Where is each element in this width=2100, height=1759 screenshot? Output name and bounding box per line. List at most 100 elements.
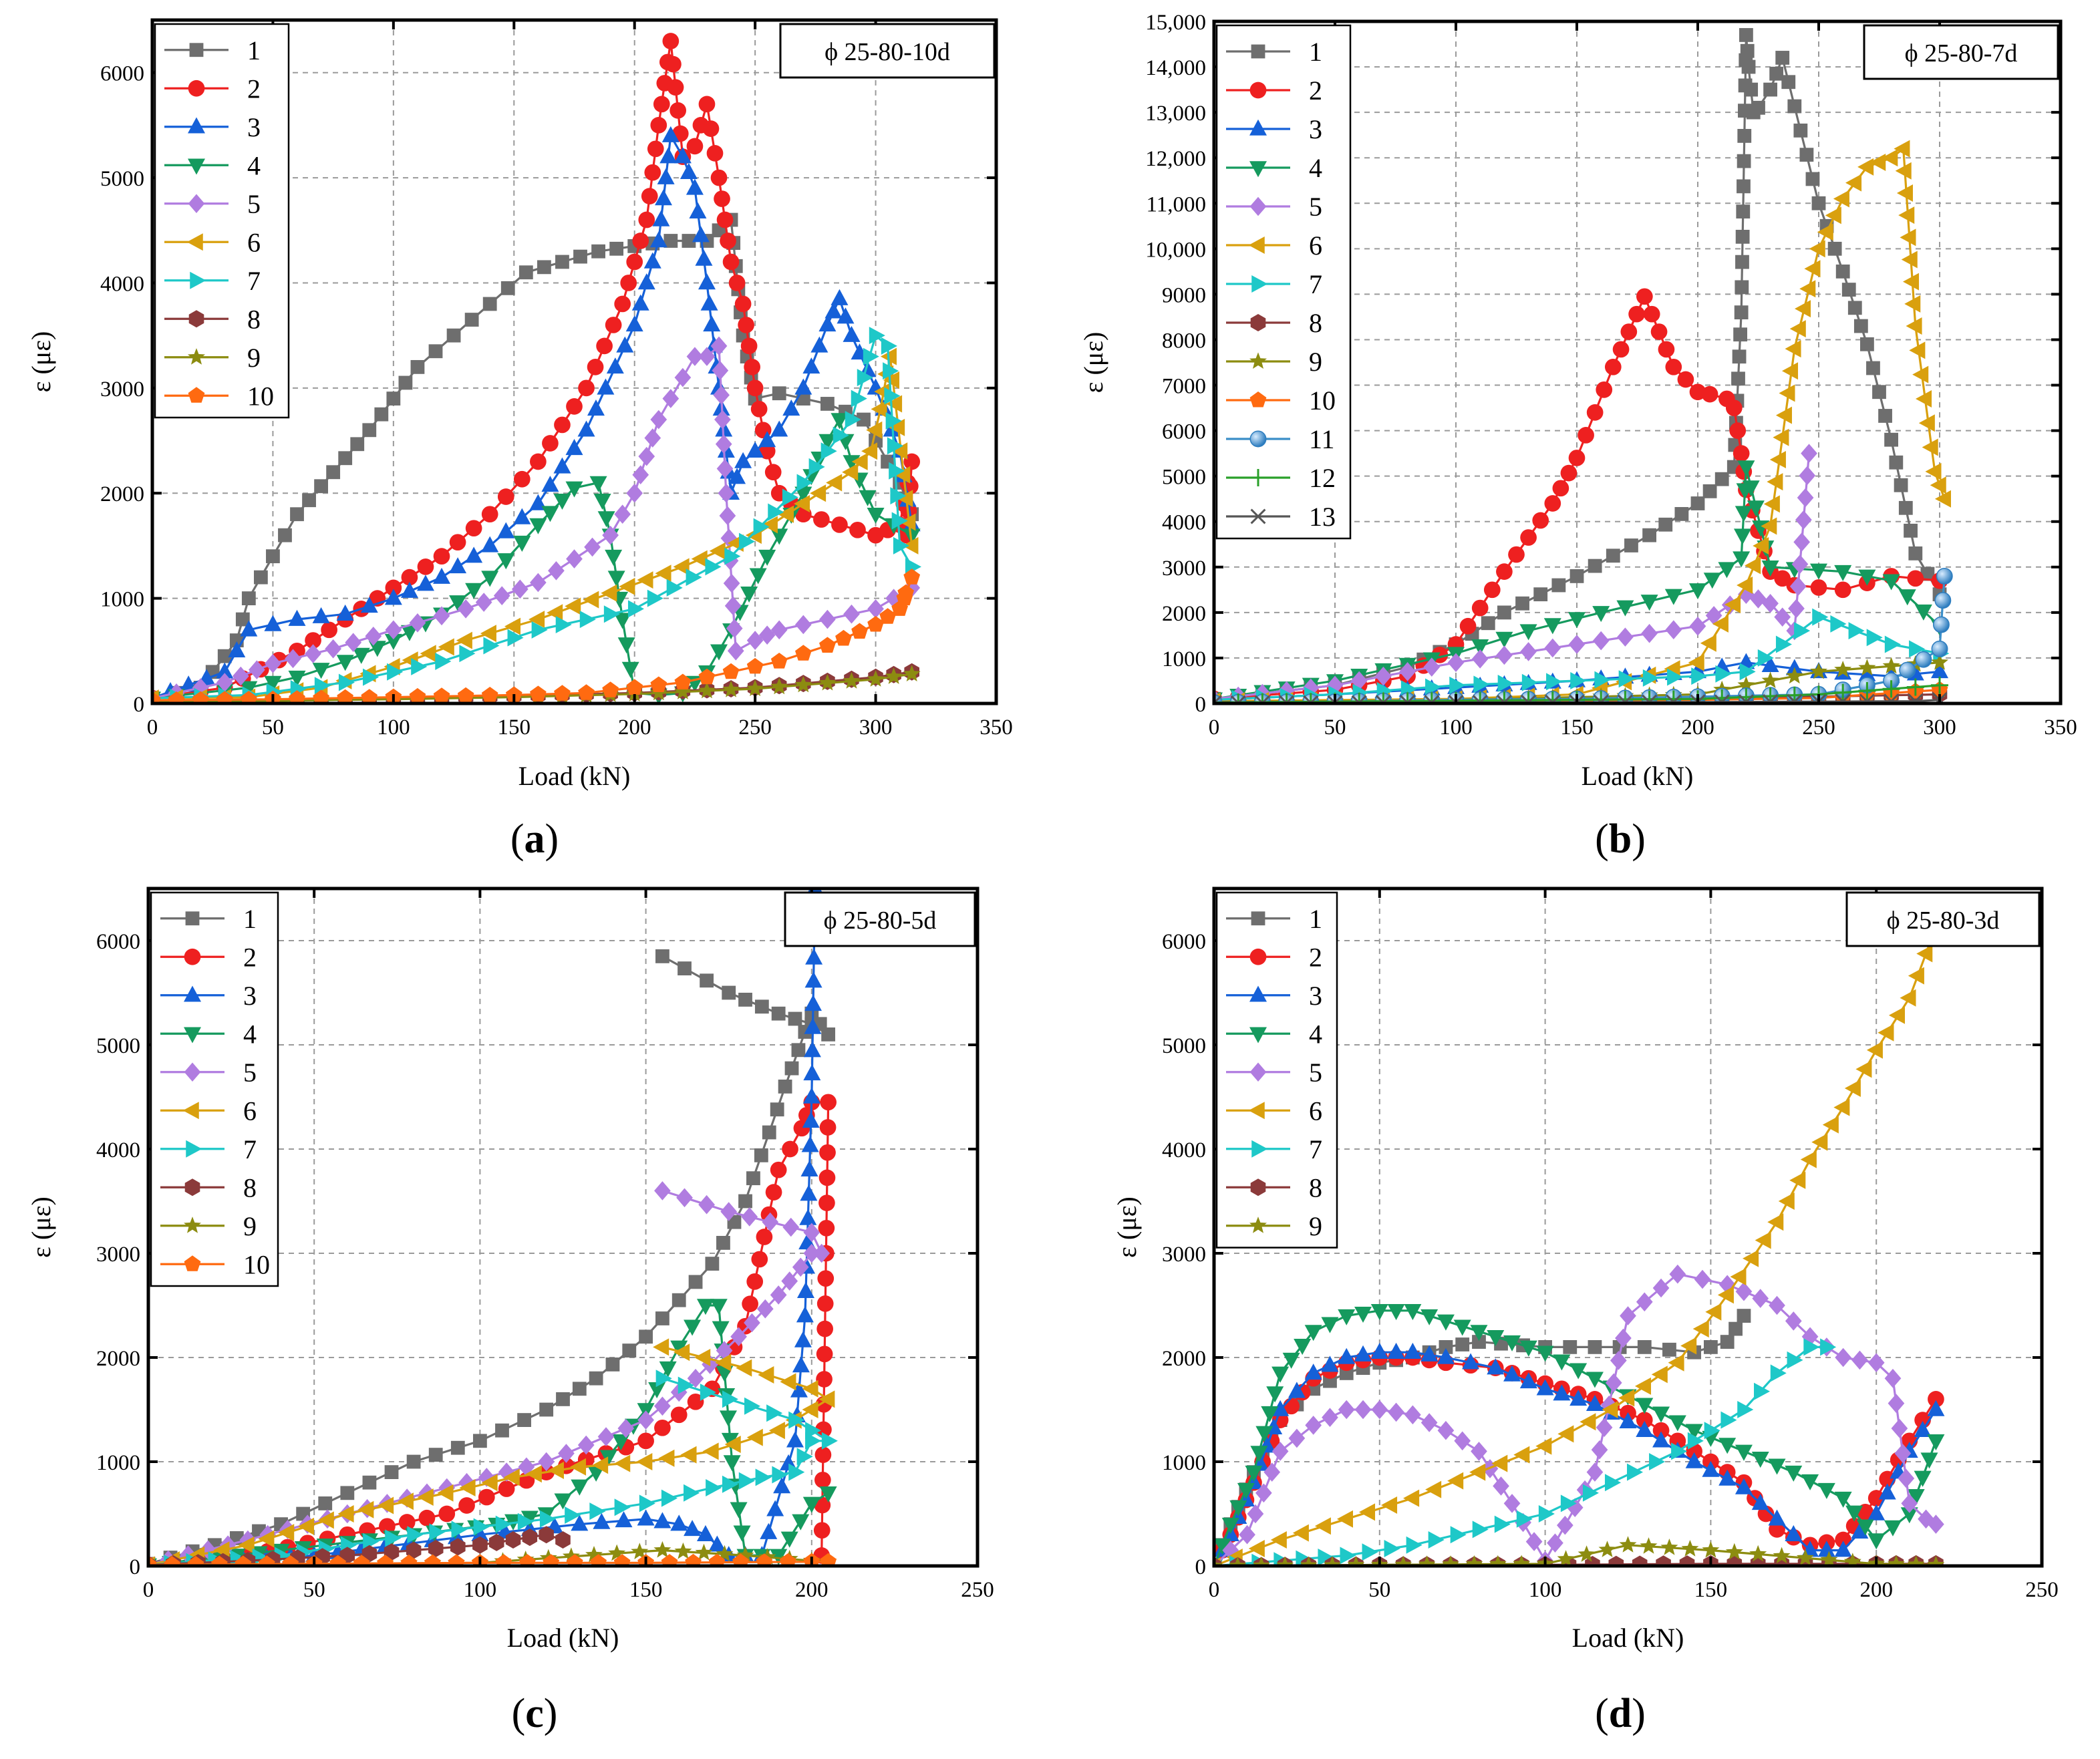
legend-label: 1: [247, 35, 261, 65]
data-point: [782, 1217, 800, 1237]
data-point: [749, 568, 767, 585]
data-point: [1737, 460, 1755, 477]
data-point: [790, 1381, 808, 1398]
data-point: [1636, 1412, 1653, 1428]
data-point: [674, 673, 692, 689]
data-point: [495, 1515, 512, 1533]
data-point: [802, 1496, 820, 1513]
data-point: [1751, 1494, 1769, 1510]
panel-d: 0 50 100 150 200 250 0 1000 2000 3000 4000 5000 6000…: [1112, 887, 2059, 1736]
data-point: [1751, 1452, 1769, 1468]
data-point: [698, 681, 716, 699]
data-point: [1651, 1366, 1668, 1384]
data-point: [457, 599, 474, 619]
data-point: [312, 663, 330, 679]
data-point: [216, 691, 233, 703]
x-tick-label: 50: [1324, 715, 1346, 740]
legend-item: 2: [164, 73, 261, 104]
data-point: [816, 1295, 834, 1312]
data-point: [1820, 1338, 1837, 1356]
data-point: [728, 275, 746, 291]
y-tick-label: 9000: [1162, 283, 1206, 307]
data-point: [617, 1418, 635, 1438]
data-point: [152, 691, 161, 703]
data-point: [1592, 631, 1610, 651]
series-5: [1214, 1264, 1944, 1566]
data-point: [818, 434, 837, 450]
data-point: [1615, 1328, 1632, 1348]
data-point: [602, 681, 619, 697]
data-point: [1906, 678, 1924, 696]
data-point: [553, 493, 571, 510]
data-point: [1799, 148, 1814, 162]
y-tick-label: 5000: [1162, 1034, 1206, 1058]
data-point: [662, 33, 680, 49]
data-point: [1508, 546, 1525, 563]
data-point: [374, 407, 389, 422]
legend-item: 9: [1226, 347, 1322, 377]
data-point: [558, 1444, 575, 1463]
data-point: [187, 1556, 204, 1566]
data-point: [605, 317, 622, 333]
data-point: [518, 1457, 535, 1477]
data-point: [587, 399, 605, 416]
data-point: [609, 241, 624, 256]
data-point: [481, 571, 499, 587]
legend-label: 1: [243, 904, 257, 934]
title-box: [779, 23, 996, 79]
data-point: [1634, 1377, 1652, 1395]
data-point: [266, 549, 280, 564]
data-point: [1618, 670, 1635, 688]
data-point: [1324, 1556, 1341, 1566]
data-point: [503, 1468, 520, 1486]
data-point: [1375, 666, 1392, 686]
x-tick-label: 100: [377, 715, 410, 740]
data-point: [1787, 1351, 1803, 1369]
data-point: [674, 1542, 692, 1559]
data-point: [654, 1181, 671, 1201]
data-point: [1834, 1541, 1852, 1557]
data-point: [264, 615, 282, 631]
legend-item: 6: [160, 1096, 257, 1126]
data-point: [885, 412, 902, 430]
data-point: [650, 117, 667, 134]
data-point: [654, 1396, 671, 1416]
data-point: [446, 328, 461, 343]
data-point: [554, 1493, 572, 1510]
data-point: [1248, 1540, 1265, 1557]
x-tick-label: 150: [1560, 715, 1594, 740]
data-point: [730, 1327, 747, 1347]
data-point: [770, 620, 788, 640]
data-point: [1742, 480, 1760, 497]
data-point: [1741, 59, 1756, 74]
data-point: [1691, 667, 1708, 685]
legend-label: 4: [243, 1019, 257, 1049]
data-point: [802, 1112, 820, 1128]
data-point: [313, 689, 329, 703]
data-point: [1640, 1537, 1658, 1554]
legend-item: 5: [1226, 1058, 1322, 1088]
data-point: [1761, 655, 1779, 673]
data-point: [1637, 1340, 1652, 1354]
data-point: [264, 675, 282, 692]
legend-label: 3: [243, 981, 257, 1011]
data-point: [851, 453, 868, 471]
data-point: [1420, 1413, 1438, 1432]
data-point: [459, 1479, 476, 1496]
data-point: [885, 589, 902, 608]
data-point: [1912, 365, 1929, 383]
data-point: [377, 1555, 394, 1566]
data-point: [400, 1555, 418, 1566]
data-point: [1465, 1555, 1483, 1566]
title-box: [784, 891, 976, 947]
data-point: [478, 1468, 495, 1487]
data-point: [1214, 1539, 1231, 1555]
data-point: [1878, 409, 1892, 423]
data-point: [1718, 1469, 1737, 1486]
data-point: [258, 1530, 275, 1548]
data-point: [1453, 1319, 1471, 1336]
data-point: [1860, 337, 1874, 351]
data-point: [1314, 1517, 1331, 1535]
x-tick-label: 200: [795, 1578, 829, 1602]
data-point: [698, 347, 716, 366]
